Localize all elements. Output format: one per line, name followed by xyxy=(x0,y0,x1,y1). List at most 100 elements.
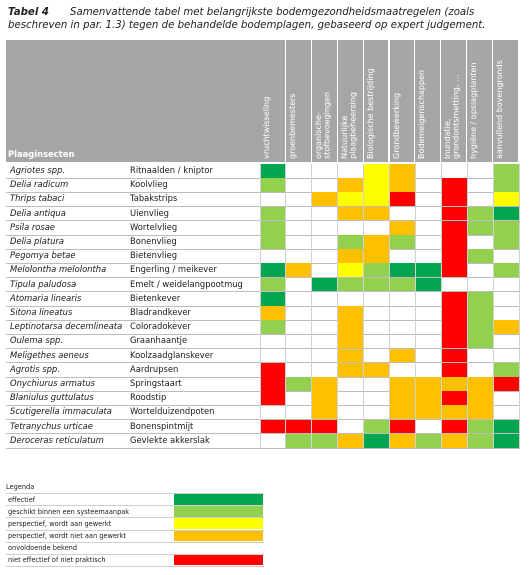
column-divider xyxy=(414,164,416,448)
rating-cell xyxy=(441,334,468,349)
table-row: Meligethes aeneus Koolzaadglanskever xyxy=(6,348,520,363)
rating-cell xyxy=(363,419,390,434)
row-divider xyxy=(6,348,520,350)
rating-cell xyxy=(467,249,494,264)
rating-cell xyxy=(467,291,494,306)
legend-label: perspectief, wordt niet aan gewerkt xyxy=(8,532,127,541)
common-name: Tabakstrips xyxy=(130,193,178,204)
legend-items: effectief geschikt binnen een systeemaanp… xyxy=(6,493,264,568)
rating-cell xyxy=(467,306,494,321)
rating-cell xyxy=(363,263,390,278)
common-name: Bietenkever xyxy=(130,292,181,303)
scientific-name: Oulema spp. xyxy=(10,335,63,346)
rating-cell xyxy=(493,362,519,377)
table-row: Delia platura Bonenvlieg xyxy=(6,235,520,250)
scientific-name: Deroceras reticulatum xyxy=(10,434,104,445)
common-name: Ritnaalden / kniptor xyxy=(130,165,213,175)
column-divider xyxy=(311,164,313,448)
rating-cell xyxy=(363,206,390,221)
column-divider xyxy=(337,164,339,448)
rating-cell xyxy=(493,320,519,335)
rating-cell xyxy=(389,263,416,278)
rating-cell xyxy=(337,362,364,377)
rating-cell xyxy=(493,178,519,193)
column-divider xyxy=(389,164,390,448)
column-header-label: hygiëne / opslagplanten xyxy=(469,62,479,159)
rating-cell xyxy=(415,391,442,406)
caption-continuation: beschreven in par. 1.3) tegen de behande… xyxy=(8,20,486,31)
rating-cell xyxy=(493,164,519,179)
rating-cell xyxy=(260,178,286,193)
rating-cell xyxy=(337,263,364,278)
scientific-name: Agriotes spp. xyxy=(10,165,66,175)
legend-swatch xyxy=(174,542,263,554)
scientific-name: Tipula paludosa xyxy=(10,278,77,289)
legend-item: perspectief, wordt aan gewerkt xyxy=(6,517,264,529)
rating-cell xyxy=(337,277,364,292)
legend-swatch xyxy=(174,530,263,542)
rating-cell xyxy=(441,206,468,221)
rating-cell xyxy=(389,192,416,207)
rating-cell xyxy=(441,348,468,363)
rating-cell xyxy=(363,235,390,250)
rating-cell xyxy=(441,192,468,207)
rating-cell xyxy=(389,433,416,448)
rating-cell xyxy=(493,235,519,250)
column-header-6: Bodemeigenschappen xyxy=(415,40,441,162)
column-divider xyxy=(518,164,520,448)
rating-cell xyxy=(389,277,416,292)
rating-cell xyxy=(311,433,338,448)
rating-cell xyxy=(467,334,494,349)
row-divider xyxy=(6,248,520,250)
rating-cell xyxy=(260,220,286,235)
rating-cell xyxy=(467,433,494,448)
column-divider xyxy=(363,164,365,448)
column-divider xyxy=(492,164,494,448)
scientific-name: Pegomya betae xyxy=(10,250,76,261)
scientific-name: Tetranychus urticae xyxy=(10,420,93,431)
legend-item: geschikt binnen een systeemaanpak xyxy=(6,505,264,517)
common-name: Engerling / meikever xyxy=(130,264,217,275)
legend-item: effectief xyxy=(6,493,264,505)
legend-label: niet effectief of niet praktisch xyxy=(8,556,106,565)
rating-cell xyxy=(260,306,286,321)
rating-cell xyxy=(260,362,286,377)
rating-cell xyxy=(285,433,312,448)
common-name: Bonenvlieg xyxy=(130,236,177,246)
rating-cell xyxy=(260,277,286,292)
table-row: Thrips tabaci Tabakstrips xyxy=(6,192,520,207)
rating-cell xyxy=(415,377,442,392)
rating-cell xyxy=(363,164,390,179)
column-header-7: Inundatie, grondontsmetting, ... xyxy=(441,40,467,162)
rating-cell xyxy=(260,419,286,434)
rating-cell xyxy=(441,235,468,250)
scientific-name: Agrotis spp. xyxy=(10,363,60,374)
scientific-name: Psila rosae xyxy=(10,221,56,232)
rating-cell xyxy=(441,178,468,193)
rating-cell xyxy=(441,220,468,235)
scientific-name: Blaniulus guttulatus xyxy=(10,392,94,403)
rating-cell xyxy=(493,419,519,434)
common-name: Gevlekte akkerslak xyxy=(130,434,210,445)
table-row: Onychiurus armatus Springstaart xyxy=(6,377,520,392)
rating-cell xyxy=(441,405,468,420)
rating-cell xyxy=(260,291,286,306)
common-name: Bietenvlieg xyxy=(130,250,178,261)
rating-cell xyxy=(415,277,442,292)
rating-cell xyxy=(467,220,494,235)
rating-cell xyxy=(311,419,338,434)
rating-cell xyxy=(415,263,442,278)
legend-swatch xyxy=(174,518,263,529)
rating-cell xyxy=(467,206,494,221)
rating-cell xyxy=(389,178,416,193)
rating-cell xyxy=(441,320,468,335)
scientific-name: Meligethes aeneus xyxy=(10,349,89,360)
column-header-5: Grondbewerking xyxy=(389,40,415,162)
table-row: Psila rosae Wortelvlieg xyxy=(6,220,520,235)
rating-cell xyxy=(260,235,286,250)
rating-cell xyxy=(493,263,519,278)
rating-cell xyxy=(311,277,338,292)
rating-cell xyxy=(337,320,364,335)
rating-cell xyxy=(389,220,416,235)
rating-cell xyxy=(260,263,286,278)
